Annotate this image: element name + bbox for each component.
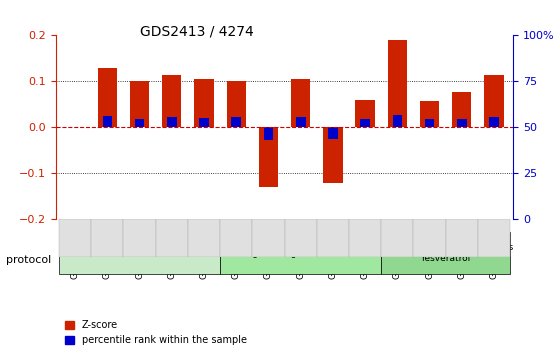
Bar <box>392 115 402 127</box>
Bar <box>355 100 375 127</box>
Text: GDS2413 / 4274: GDS2413 / 4274 <box>140 25 253 39</box>
FancyBboxPatch shape <box>252 219 285 257</box>
Bar <box>162 75 181 127</box>
FancyBboxPatch shape <box>92 219 123 257</box>
Legend: Z-score, percentile rank within the sample: Z-score, percentile rank within the samp… <box>61 316 251 349</box>
FancyBboxPatch shape <box>478 219 510 257</box>
Bar <box>291 79 310 127</box>
Bar <box>103 116 112 127</box>
Text: protocol: protocol <box>6 255 51 265</box>
FancyBboxPatch shape <box>59 233 220 274</box>
Bar <box>489 117 499 127</box>
FancyBboxPatch shape <box>413 219 446 257</box>
Text: high-fat high-calorie diet: high-fat high-calorie diet <box>244 249 357 258</box>
Bar <box>328 127 338 139</box>
Bar <box>194 79 214 127</box>
Bar <box>452 92 472 127</box>
FancyBboxPatch shape <box>123 219 156 257</box>
Bar <box>167 117 177 127</box>
Bar <box>360 119 370 127</box>
FancyBboxPatch shape <box>349 219 381 257</box>
Bar <box>420 101 439 127</box>
Bar <box>227 81 246 127</box>
FancyBboxPatch shape <box>285 219 317 257</box>
Bar <box>296 117 306 127</box>
Bar <box>457 119 466 127</box>
FancyBboxPatch shape <box>317 219 349 257</box>
Bar <box>263 127 273 140</box>
FancyBboxPatch shape <box>220 219 252 257</box>
Text: control diet: control diet <box>114 249 166 258</box>
FancyBboxPatch shape <box>188 219 220 257</box>
Bar <box>130 81 149 127</box>
FancyBboxPatch shape <box>381 219 413 257</box>
Bar <box>199 118 209 127</box>
Bar <box>259 127 278 187</box>
Bar <box>425 119 435 127</box>
FancyBboxPatch shape <box>446 219 478 257</box>
Text: high-fat high-calorie diet plus
resveratrol: high-fat high-calorie diet plus resverat… <box>378 244 513 263</box>
Bar <box>98 68 117 127</box>
Bar <box>232 117 241 127</box>
Bar <box>323 127 343 183</box>
FancyBboxPatch shape <box>156 219 188 257</box>
Bar <box>134 119 145 127</box>
FancyBboxPatch shape <box>381 233 510 274</box>
FancyBboxPatch shape <box>220 233 381 274</box>
Bar <box>388 40 407 127</box>
FancyBboxPatch shape <box>59 219 92 257</box>
Bar <box>484 75 504 127</box>
